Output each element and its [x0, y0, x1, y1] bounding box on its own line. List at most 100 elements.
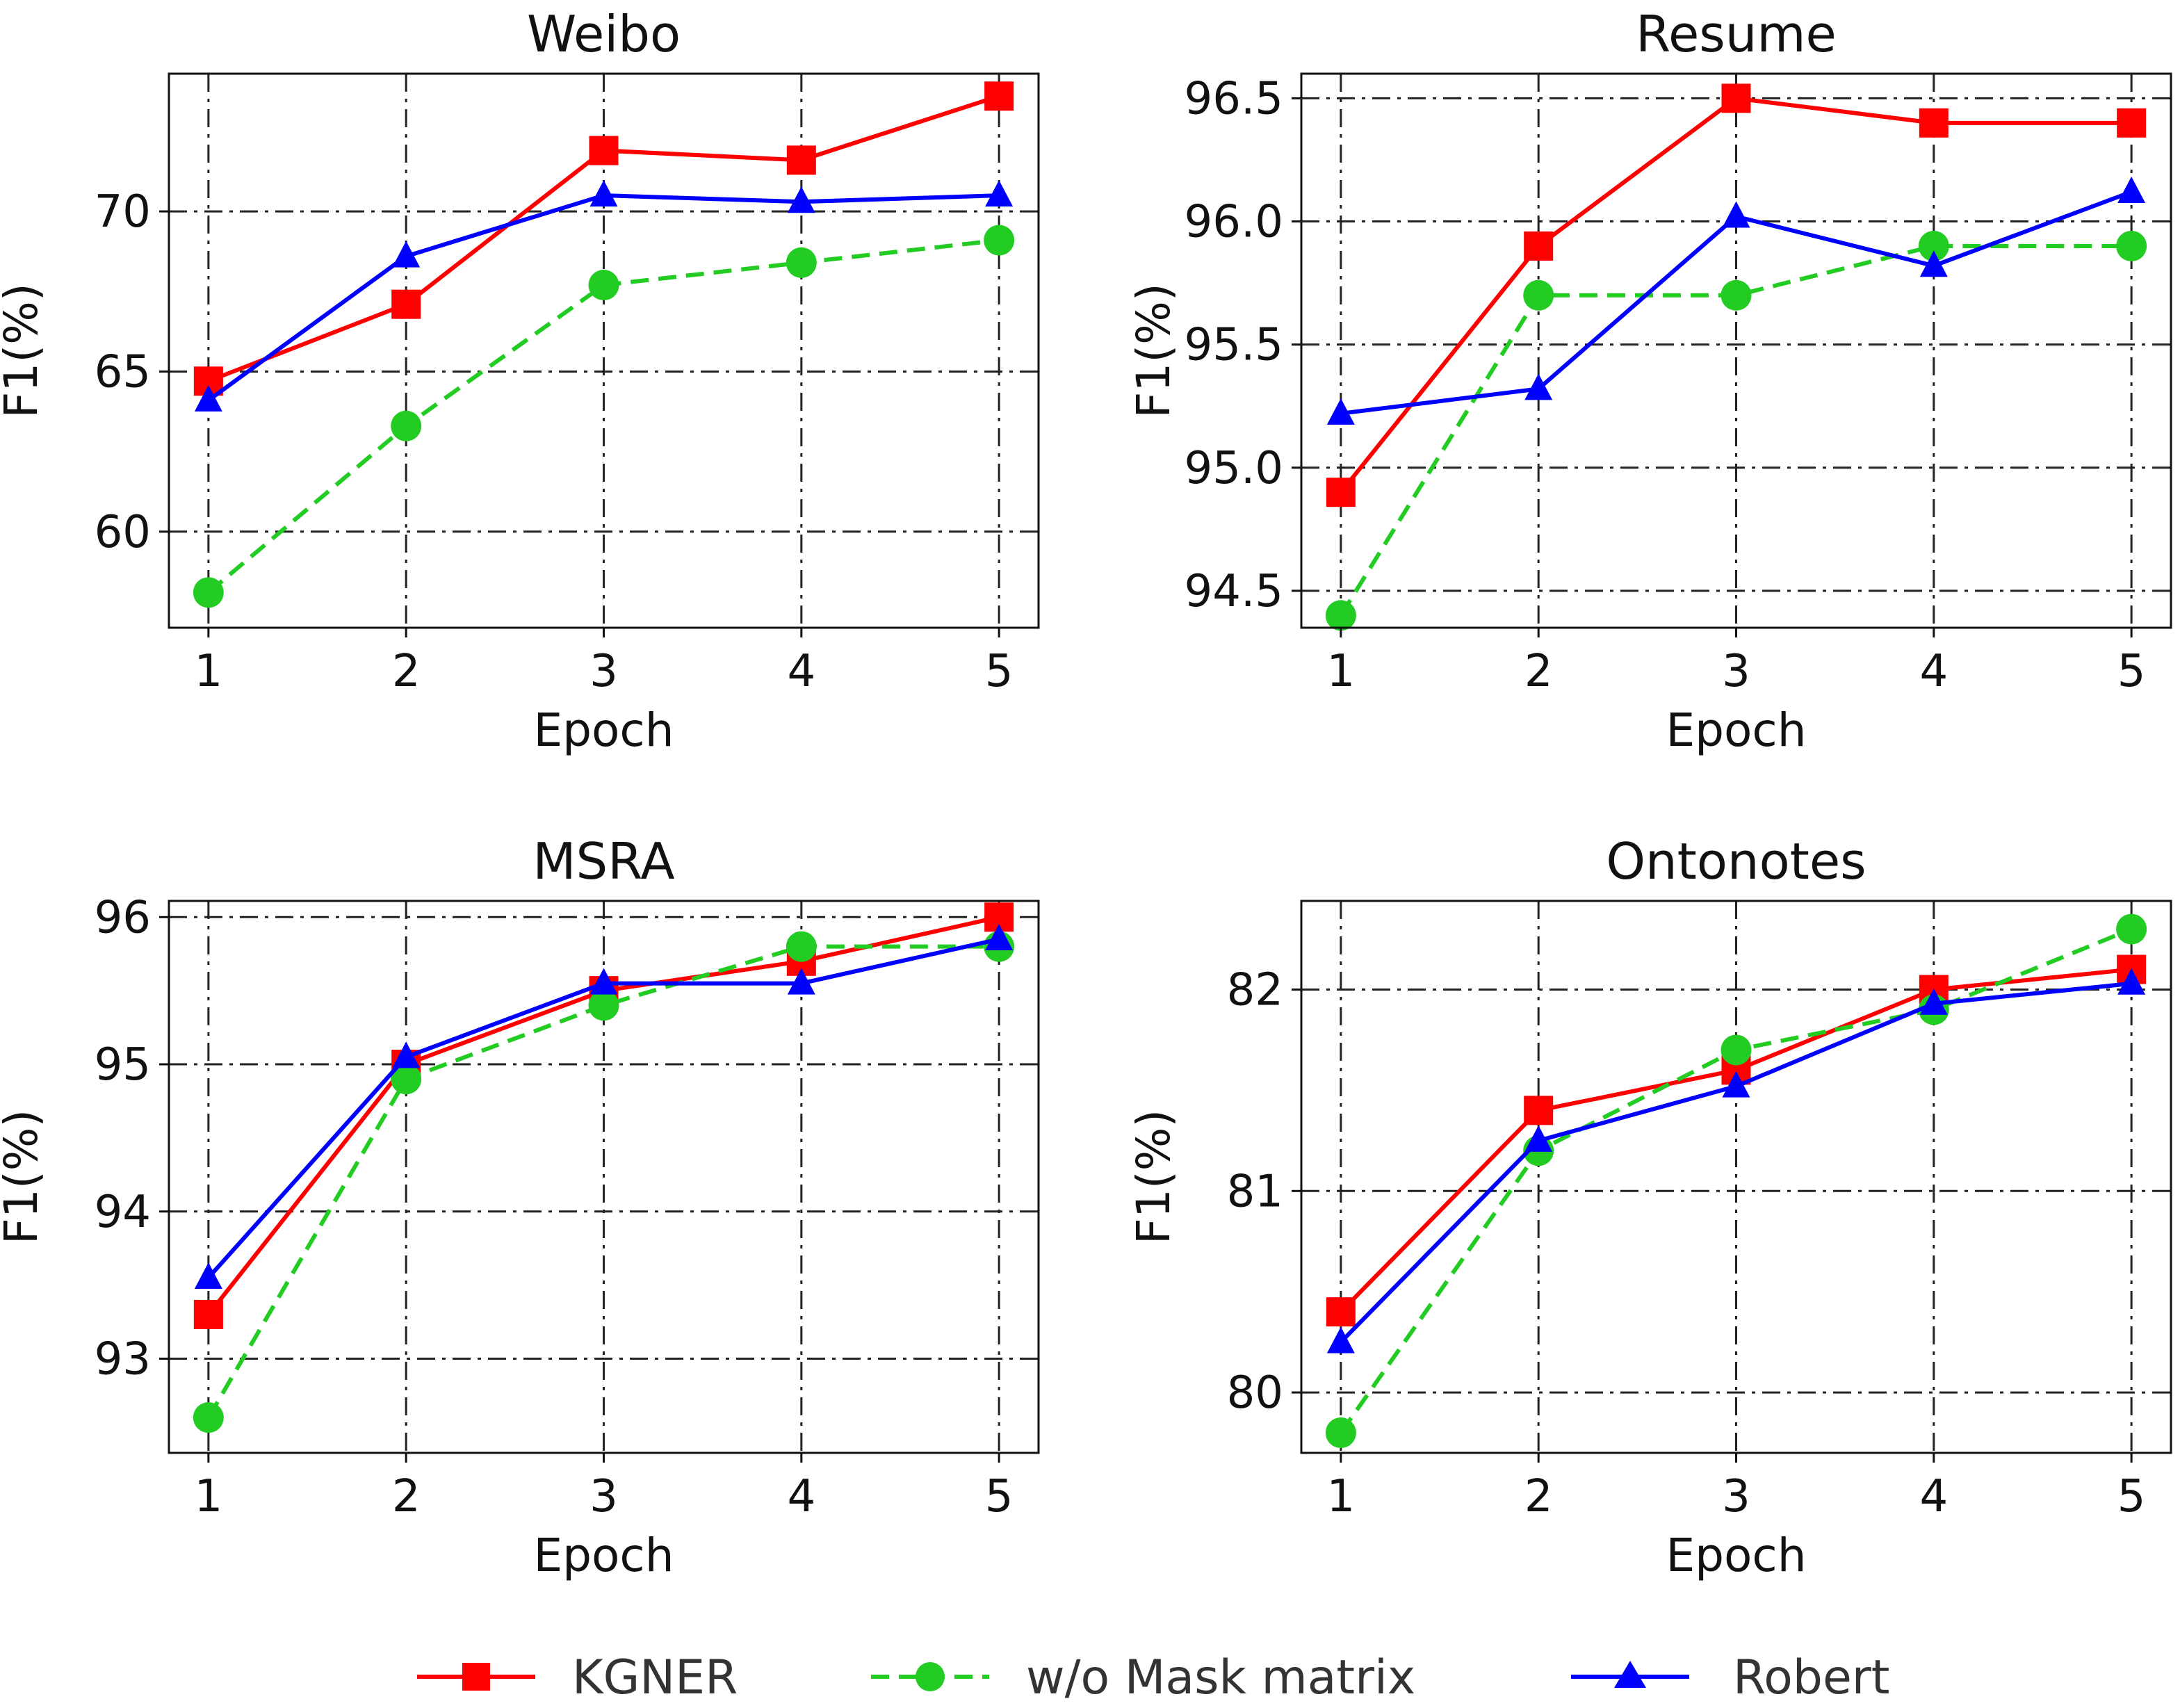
data-point-robert [1524, 373, 1553, 400]
x-tick-label: 2 [1524, 1471, 1553, 1522]
data-point-w-o-mask-matrix [1918, 230, 1949, 261]
data-point-w-o-mask-matrix [2116, 913, 2147, 945]
data-point-robert [194, 384, 222, 412]
y-tick-label: 95.5 [1185, 320, 1284, 371]
y-tick-label: 96.5 [1185, 73, 1284, 124]
data-point-kgner [1524, 231, 1554, 261]
data-point-robert [2117, 177, 2146, 204]
x-axis-label: Epoch [1666, 703, 1806, 757]
data-point-w-o-mask-matrix [1721, 279, 1752, 311]
data-point-w-o-mask-matrix [193, 577, 224, 608]
data-point-w-o-mask-matrix [193, 1402, 224, 1433]
y-tick-label: 96 [95, 892, 151, 943]
data-point-w-o-mask-matrix [1325, 600, 1356, 631]
data-point-robert [787, 186, 815, 213]
panel-resume: 1 2 3 4 5 94.5 95.0 95.5 96.0 96.5 Resume Epoch F1(%… [1127, 5, 2172, 757]
data-point-kgner [1326, 1297, 1356, 1327]
x-axis-label: Epoch [533, 703, 674, 757]
data-point-w-o-mask-matrix [786, 931, 817, 962]
y-axis-label: F1(%) [0, 283, 48, 418]
legend-label-kgner: KGNER [572, 1650, 738, 1705]
data-point-robert [1919, 250, 1948, 277]
data-point-robert [589, 968, 618, 995]
chart-title: MSRA [532, 832, 674, 890]
y-tick-label: 65 [95, 346, 151, 398]
data-point-robert [392, 1041, 421, 1068]
legend: KGNER w/o Mask matrix Robert [417, 1650, 1889, 1705]
panel-msra: 1 2 3 4 5 93 94 95 96 MSRA Epoch F1(%) [0, 832, 1040, 1582]
y-tick-label: 95 [95, 1039, 151, 1091]
data-point-kgner [1919, 108, 1949, 138]
x-tick-label: 1 [195, 646, 223, 697]
panel-ontonotes: 1 2 3 4 5 80 81 82 Ontonotes Epoch F1(%) [1127, 832, 2172, 1582]
data-point-w-o-mask-matrix [1325, 1417, 1356, 1449]
data-point-robert [1919, 988, 1948, 1015]
x-tick-label: 3 [1722, 646, 1750, 697]
series-line-w-o-mask-matrix [206, 944, 1000, 1419]
y-axis-label: F1(%) [0, 1109, 48, 1244]
data-point-robert [985, 924, 1014, 951]
data-point-robert [392, 241, 421, 268]
data-point-kgner [193, 1299, 223, 1329]
data-point-kgner [984, 81, 1014, 111]
x-tick-label: 4 [787, 1471, 815, 1522]
data-point-kgner [1326, 478, 1356, 507]
x-tick-label: 5 [2117, 1471, 2146, 1522]
x-tick-label: 3 [589, 646, 618, 697]
y-tick-label: 93 [95, 1333, 151, 1385]
x-tick-label: 3 [589, 1471, 618, 1522]
x-tick-label: 1 [1327, 646, 1356, 697]
data-point-robert [2117, 968, 2146, 995]
data-point-robert [985, 180, 1014, 207]
x-axis-label: Epoch [533, 1529, 674, 1582]
x-tick-label: 5 [985, 646, 1014, 697]
x-tick-label: 5 [985, 1471, 1014, 1522]
x-tick-label: 4 [787, 646, 815, 697]
data-point-robert [1722, 201, 1750, 228]
data-point-robert [787, 968, 815, 995]
x-tick-label: 3 [1722, 1471, 1750, 1522]
x-tick-label: 2 [392, 646, 421, 697]
data-point-w-o-mask-matrix [588, 990, 619, 1021]
x-tick-label: 1 [195, 1471, 223, 1522]
data-point-w-o-mask-matrix [786, 247, 817, 278]
series-line-w-o-mask-matrix [1339, 927, 2133, 1434]
y-tick-label: 95.0 [1185, 443, 1284, 494]
y-axis-label: F1(%) [1127, 1109, 1180, 1244]
y-tick-label: 60 [95, 507, 151, 558]
x-tick-label: 1 [1327, 1471, 1356, 1522]
y-tick-label: 70 [95, 186, 151, 238]
data-point-robert [1524, 1125, 1553, 1152]
y-tick-label: 94.5 [1185, 566, 1284, 617]
chart-title: Weibo [527, 5, 681, 63]
data-point-w-o-mask-matrix [984, 225, 1015, 256]
data-point-robert [1722, 1071, 1750, 1098]
data-point-w-o-mask-matrix [588, 270, 619, 301]
data-point-w-o-mask-matrix [1523, 279, 1554, 311]
data-point-kgner [1524, 1096, 1554, 1125]
legend-marker-wo-mask [916, 1662, 945, 1691]
data-point-kgner [1721, 83, 1751, 113]
y-tick-label: 96.0 [1185, 197, 1284, 248]
data-point-kgner [2117, 108, 2147, 138]
chart-title: Resume [1636, 5, 1837, 63]
y-tick-label: 82 [1227, 965, 1283, 1016]
y-axis-label: F1(%) [1127, 283, 1180, 418]
data-point-kgner [391, 289, 421, 319]
x-tick-label: 2 [1524, 646, 1553, 697]
y-tick-label: 94 [95, 1187, 151, 1238]
data-point-w-o-mask-matrix [1721, 1034, 1752, 1066]
data-point-robert [589, 180, 618, 207]
y-tick-label: 81 [1227, 1166, 1283, 1217]
data-point-robert [194, 1262, 222, 1290]
legend-marker-robert [1614, 1661, 1646, 1688]
y-tick-label: 80 [1227, 1367, 1283, 1419]
legend-label-robert: Robert [1733, 1650, 1889, 1705]
data-point-w-o-mask-matrix [2116, 230, 2147, 261]
chart-title: Ontonotes [1606, 832, 1866, 890]
data-point-w-o-mask-matrix [391, 410, 422, 441]
legend-label-wo-mask: w/o Mask matrix [1026, 1650, 1415, 1705]
data-point-robert [1326, 1326, 1355, 1353]
panel-weibo: 1 2 3 4 5 60 65 70 Weibo Epoch F1(%) [0, 5, 1040, 757]
data-point-kgner [786, 145, 816, 175]
